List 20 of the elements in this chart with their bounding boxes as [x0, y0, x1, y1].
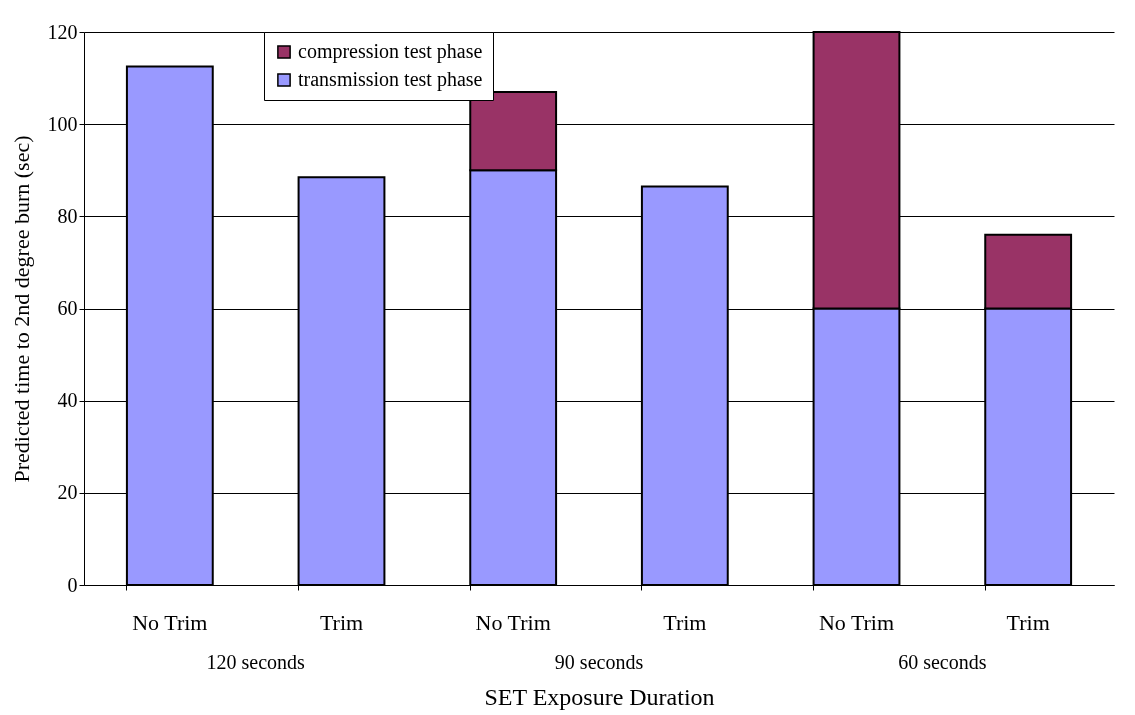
legend-label: compression test phase — [298, 40, 483, 63]
x-axis-title: SET Exposure Duration — [484, 683, 715, 710]
y-tick-label: 20 — [57, 481, 78, 504]
y-tick-label: 40 — [57, 389, 78, 412]
y-axis-title: Predicted time to 2nd degree burn (sec) — [8, 135, 34, 483]
y-tick-label: 100 — [47, 112, 78, 135]
text: 90 seconds — [554, 651, 644, 673]
x-tick-label: No Trim — [475, 609, 551, 635]
x-tick-label: Trim — [663, 609, 707, 635]
y-tick-label: 0 — [67, 573, 78, 596]
y-tick-label: 80 — [57, 204, 78, 227]
y-tick-label: 120 — [47, 20, 78, 43]
x-tick-label: Trim — [1006, 609, 1050, 635]
text: 60 seconds — [898, 651, 987, 673]
legend-label: transmission test phase — [298, 68, 483, 91]
x-tick-label: No Trim — [818, 609, 895, 635]
text: 120 seconds — [206, 651, 306, 673]
x-tick-label: Trim — [319, 609, 364, 635]
x-tick-label: No Trim — [132, 609, 208, 635]
y-tick-label: 60 — [57, 297, 78, 319]
